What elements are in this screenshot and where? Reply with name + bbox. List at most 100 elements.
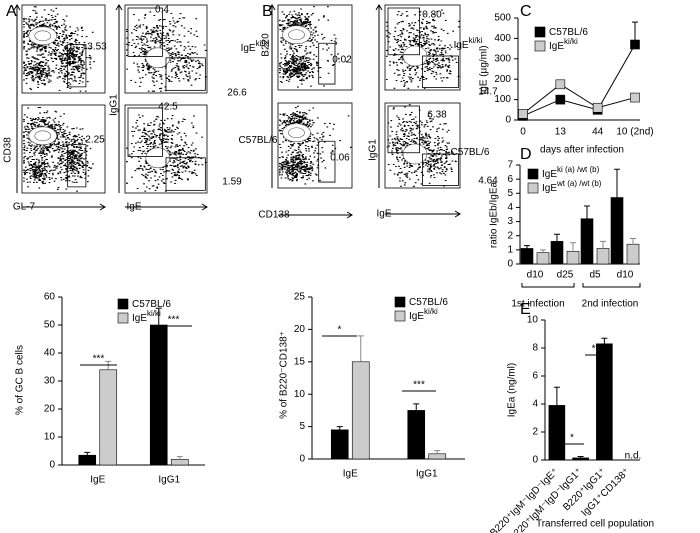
flow-plot-frame [384, 102, 461, 189]
panel-label: B [262, 3, 273, 20]
bar [330, 429, 349, 460]
y-tick-label: 4 [507, 202, 513, 213]
error-bar [584, 205, 590, 219]
flow-plot-frame [384, 4, 461, 91]
x-tick-label: d10 [617, 270, 634, 281]
y-axis-title: % of GC B cells [15, 345, 26, 415]
bar [572, 457, 589, 461]
y-tick-label: 10 [527, 315, 539, 326]
axis-label: IgG1 [109, 94, 120, 116]
row-label: IgEki/ki [241, 39, 270, 54]
gate-value: 0.06 [330, 153, 350, 164]
x-tick-label: IgE [90, 475, 105, 486]
legend-label-text: IgE [409, 311, 424, 322]
flow-dots [278, 105, 352, 185]
significance-label: *** [413, 380, 425, 391]
bar [610, 197, 624, 265]
panel-label: E [520, 301, 531, 318]
flow-contour [288, 29, 305, 41]
flow-panel: 0.02 0.80 14.7 0.06 6.38 4.64 B220 CD138 IgG1 IgE [258, 4, 498, 221]
legend-label-text: C57BL/6 [132, 299, 171, 310]
legend-label: IgEki/ki [132, 309, 161, 324]
y-tick-label: 0 [505, 115, 511, 126]
marker [555, 79, 566, 90]
y-tick-label: 2 [507, 230, 513, 241]
error-bar [600, 240, 606, 249]
axis-arrow [278, 211, 353, 219]
gate-value: 4.64 [478, 176, 498, 187]
x-tick-label: IgG1 [416, 469, 438, 480]
legend-label-sup: ki/ki [564, 37, 578, 46]
marker [555, 94, 566, 105]
gate-value: 1.59 [222, 177, 242, 188]
bar [548, 405, 566, 461]
axis-label: CD138 [258, 210, 290, 221]
legend-label: C57BL/6 [409, 297, 448, 308]
gate-value: 42.5 [158, 102, 178, 113]
y-tick-label: 0 [49, 460, 55, 471]
bar [580, 218, 594, 265]
line [522, 83, 636, 115]
flow-gate [67, 44, 87, 88]
y-tick-label: 4 [532, 399, 538, 410]
flow-plot-frame [21, 4, 106, 94]
error-bar [155, 307, 162, 325]
annotation: n.d. [625, 451, 642, 462]
row-label-text: C57BL/6 [451, 147, 490, 158]
error-bar [553, 386, 560, 406]
axis-arrow [125, 203, 208, 211]
axis-label: IgE [376, 209, 391, 220]
bar [78, 454, 97, 466]
significance-label: * [570, 433, 574, 444]
y-tick-label: 15 [294, 356, 306, 367]
error-bar [554, 233, 560, 242]
error-bar [434, 450, 441, 454]
axis-arrow [22, 203, 106, 211]
y-tick-label: 0 [299, 454, 305, 465]
error-bar [84, 451, 91, 456]
bar [566, 250, 580, 265]
y-axis-title: % of B220⁻CD138⁺ [279, 331, 290, 419]
flow-contour [288, 127, 305, 139]
legend-label: IgEki (a) /wt (b) [542, 165, 600, 180]
bar [596, 248, 610, 265]
y-tick-label: 5 [299, 421, 305, 432]
row-label: IgEki/ki [454, 36, 483, 51]
group-bracket [582, 283, 641, 288]
gate-value: 0.02 [332, 55, 352, 66]
axis-arrow [13, 4, 21, 193]
gate-value: 3.53 [87, 42, 107, 53]
legend-swatch [534, 40, 546, 52]
error-bar [601, 337, 608, 344]
bar [626, 243, 640, 265]
bar [596, 343, 613, 461]
legend-label-sup: ki/ki [424, 307, 438, 316]
flow-gate [127, 107, 163, 157]
x-tick-label: d25 [557, 270, 574, 281]
line [522, 44, 636, 117]
flow-gate [422, 55, 459, 88]
error-bar [630, 238, 636, 245]
bar [428, 453, 447, 460]
legend-swatch [527, 182, 539, 194]
y-tick-label: 0 [507, 259, 513, 270]
y-tick-label: 0 [532, 455, 538, 466]
flow-gate [165, 57, 206, 91]
error-bar [105, 360, 112, 370]
flow-gate [127, 7, 163, 57]
flow-plot-frame [124, 104, 208, 194]
flow-gate [387, 7, 420, 56]
error-bar [413, 403, 420, 411]
axis-label: CD38 [3, 137, 14, 163]
axis-arrow [385, 210, 461, 218]
x-tick-label: d5 [589, 270, 601, 281]
y-tick-label: 40 [44, 348, 56, 359]
y-tick-label: 10 [294, 389, 306, 400]
x-tick-label: IgE [343, 469, 358, 480]
axis-arrow [268, 4, 276, 188]
legend-label-sup: wt (a) /wt (b) [556, 179, 602, 188]
legend-swatch [394, 296, 406, 308]
legend-swatch [527, 168, 539, 180]
y-tick-label: 20 [294, 324, 306, 335]
bar [536, 252, 550, 265]
